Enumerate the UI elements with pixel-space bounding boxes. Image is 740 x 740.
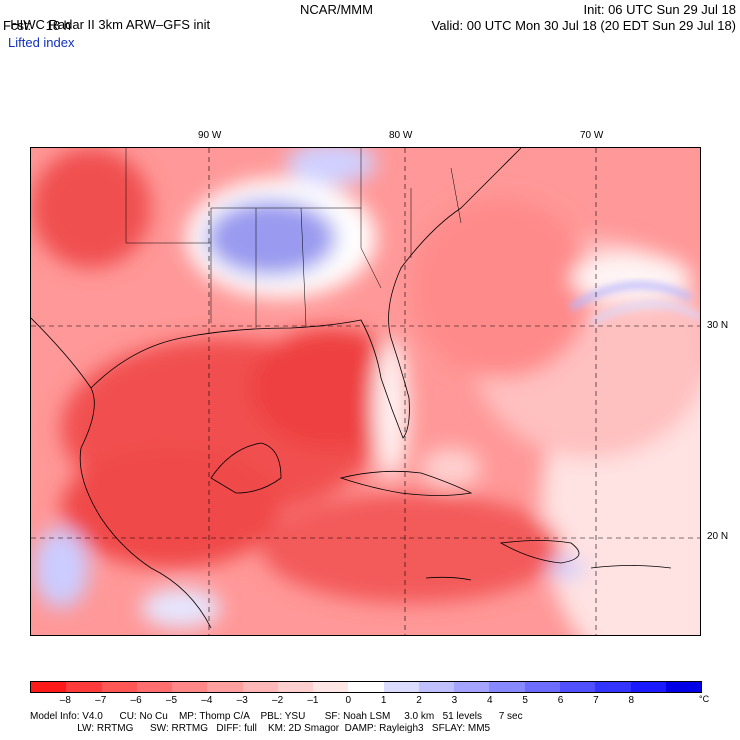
colorbar-swatch: [524, 682, 560, 692]
colorbar-tick-label: 4: [487, 695, 493, 706]
colorbar-swatch: [454, 682, 490, 692]
colorbar-swatch: [242, 682, 278, 692]
colorbar-swatch: [313, 682, 349, 692]
forecast-hour: Fcst: 18 h: [3, 18, 71, 33]
colorbar-swatch: [348, 682, 384, 692]
colorbar-swatch: [172, 682, 208, 692]
state-borders: [125, 148, 462, 328]
colorbar-tick-label: –1: [307, 695, 319, 706]
lat-label-30n: 30 N: [707, 320, 729, 331]
colorbar-tick-label: 0: [345, 695, 352, 706]
lifted-index-map: [30, 147, 701, 636]
colorbar-swatch: [418, 682, 455, 692]
blue-streaks: [569, 282, 700, 326]
colorbar-swatch: [595, 682, 631, 692]
init-time: Init: 06 UTC Sun 29 Jul 18: [583, 2, 736, 17]
colorbar-swatch: [277, 682, 314, 692]
model-info-line2: LW: RRTMG SW: RRTMG DIFF: full KM: 2D Sm…: [30, 723, 491, 734]
lon-label-90w: 90 W: [198, 130, 222, 141]
colorbar-tick-label: –8: [59, 695, 71, 706]
model-info-line1: Model Info: V4.0 CU: No Cu MP: Thomp C/A…: [30, 711, 523, 722]
colorbar-tick-label: 7: [593, 695, 599, 706]
coastlines: [31, 148, 672, 629]
colorbar-unit: °C: [699, 694, 710, 704]
plot-title: HIWC Radar II 3km ARW–GFS init: [3, 2, 210, 32]
colorbar-tick-label: –7: [95, 695, 107, 706]
colorbar-swatch: [136, 682, 173, 692]
colorbar-swatch: [665, 682, 702, 692]
colorbar-tick-label: –4: [201, 695, 213, 706]
colorbar-tick-label: –2: [272, 695, 284, 706]
field-shading: [31, 148, 700, 635]
colorbar-swatch: [489, 682, 525, 692]
colorbar-tick-label: –6: [130, 695, 142, 706]
colorbar-tick-label: 8: [628, 695, 635, 706]
colorbar-tick-label: –3: [236, 695, 248, 706]
graticule: [31, 148, 700, 635]
colorbar-tick-label: 3: [451, 695, 458, 706]
colorbar-tick-label: 5: [522, 695, 528, 706]
title-text: HIWC Radar II 3km ARW–GFS init: [10, 17, 211, 32]
field-name: Lifted index: [8, 35, 75, 50]
colorbar-tick-label: 2: [416, 695, 422, 706]
org-label: NCAR/MMM: [300, 2, 373, 17]
colorbar-swatch: [383, 682, 419, 692]
colorbar-swatch: [31, 682, 67, 692]
lon-label-80w: 80 W: [389, 130, 413, 141]
map-canvas: [31, 148, 700, 635]
colorbar-swatch: [101, 682, 137, 692]
colorbar-tick-label: 1: [380, 695, 387, 706]
colorbar-swatch: [559, 682, 596, 692]
valid-time: Valid: 00 UTC Mon 30 Jul 18 (20 EDT Sun …: [431, 18, 736, 33]
colorbar-tick-label: –5: [165, 695, 178, 706]
lon-label-70w: 70 W: [580, 130, 604, 141]
colorbar: [30, 681, 702, 693]
lat-label-20n: 20 N: [707, 531, 729, 542]
colorbar-swatch: [207, 682, 243, 692]
colorbar-swatch: [630, 682, 666, 692]
colorbar-tick-label: 6: [557, 695, 564, 706]
colorbar-swatch: [66, 682, 102, 692]
